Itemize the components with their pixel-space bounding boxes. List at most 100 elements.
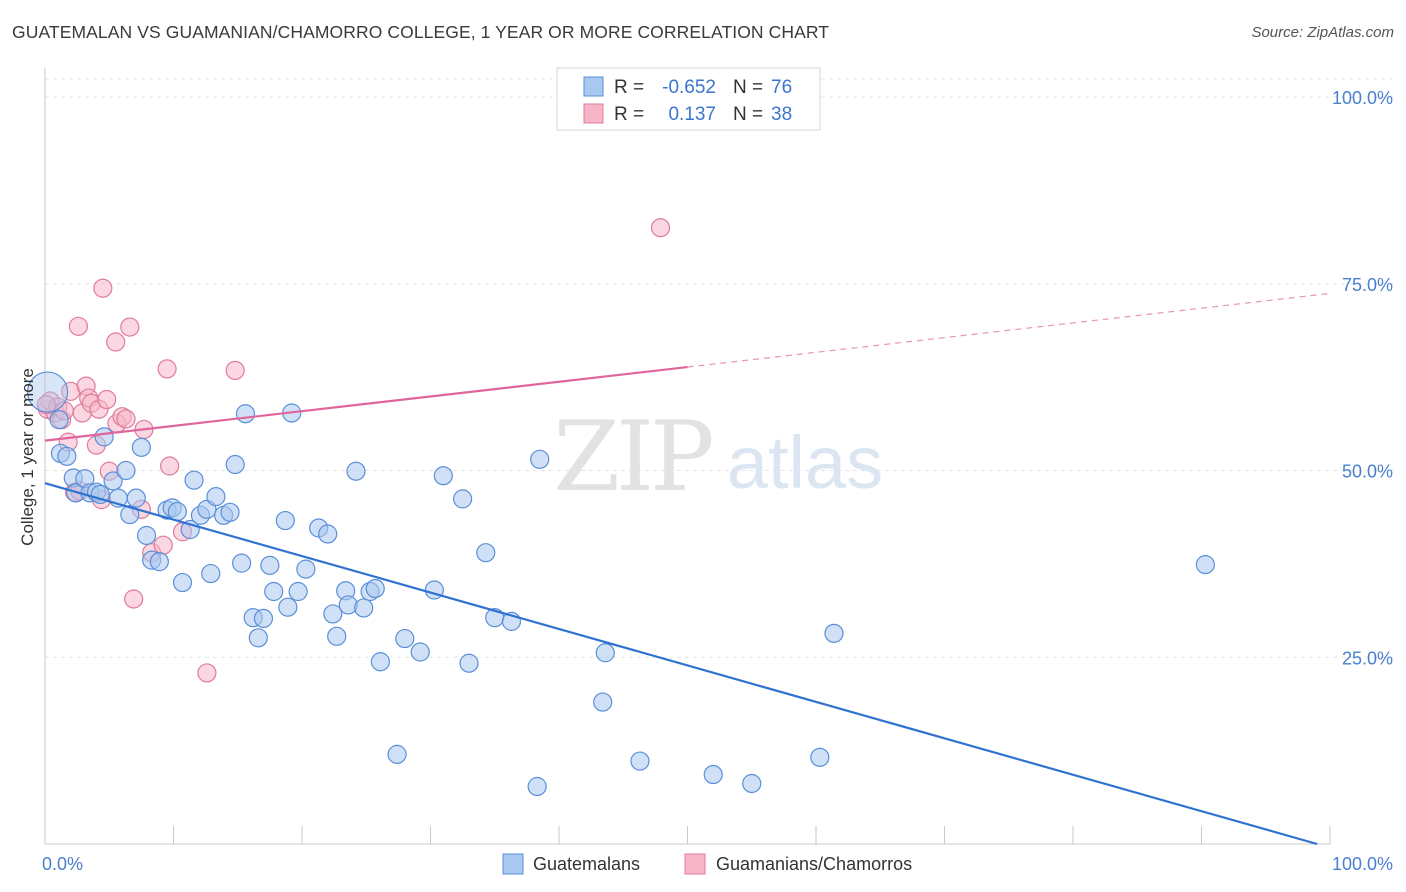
guatemalan-point [235, 404, 256, 424]
guatemalan-point [433, 466, 453, 486]
bottom-legend-swatch-guamanians [684, 853, 706, 875]
guatemalan-point [323, 604, 343, 624]
guamanian-point [197, 663, 217, 683]
guatemalan-point [120, 504, 140, 525]
guatemalan-point [57, 446, 77, 466]
guamanian-point [93, 278, 113, 298]
legend-n-label-1: N = [733, 77, 763, 98]
guatemalan-point [278, 597, 298, 617]
guamanian-point [97, 389, 117, 410]
guatemalan-point [103, 471, 123, 491]
guatemalan-point [595, 643, 615, 663]
guatemalan-point [318, 524, 338, 544]
legend-n-label-2: N = [733, 104, 763, 125]
y-tick-label: 75.0% [1342, 275, 1393, 295]
guatemalan-point [288, 581, 308, 602]
guatemalan-point [94, 427, 114, 447]
legend-n-value-1: 76 [771, 77, 792, 98]
x-tick-label: 0.0% [42, 854, 83, 874]
guatemalan-point [1195, 555, 1215, 575]
guatemalan-point [149, 552, 169, 572]
guatemalan-point [296, 559, 316, 579]
guatemalan-point [459, 653, 479, 673]
guamanian-point [225, 360, 245, 381]
y-tick-label: 25.0% [1342, 648, 1393, 668]
axes [44, 68, 1331, 845]
guamanian-point [157, 359, 177, 379]
guatemalan-point [527, 776, 547, 797]
guamanian-trend-line-dashed [687, 292, 1331, 368]
guamanian-trend-line [44, 365, 688, 442]
guatemalan-point [365, 578, 385, 599]
chart-title: GUATEMALAN VS GUAMANIAN/CHAMORRO COLLEGE… [12, 22, 830, 42]
guatemalan-point [172, 572, 193, 593]
guatemalan-point [253, 608, 274, 629]
trend-lines [44, 292, 1331, 846]
guatemalan-point [387, 744, 407, 764]
guatemalan-point [248, 628, 268, 648]
stats-legend: R = -0.652 N = 76 R = 0.137 N = 38 [556, 67, 821, 131]
guatemalan-trend-line [44, 482, 1318, 846]
bottom-legend-guatemalans: Guatemalans [533, 854, 640, 874]
guatemalan-point [116, 460, 136, 481]
guatemalan-point [220, 502, 240, 522]
guatemalan-point [49, 410, 69, 430]
guatemalan-point [26, 371, 69, 413]
watermark-zip: ZIP [553, 401, 712, 513]
guamanian-point [120, 317, 140, 337]
guatemalan-point [703, 764, 723, 785]
legend-swatch-guamanians [583, 103, 604, 124]
y-tick-label: 50.0% [1342, 462, 1393, 482]
guatemalan-point [593, 692, 613, 712]
guatemalan-point [126, 488, 146, 508]
guamanian-point [116, 409, 136, 429]
guatemalan-point [201, 563, 221, 584]
guatemalan-point [530, 449, 550, 469]
guatemalan-point [346, 461, 366, 481]
y-tick-labels: 100.0% 75.0% 50.0% 25.0% [1332, 88, 1393, 668]
guatemalan-point [742, 773, 762, 794]
watermark: ZIP atlas [553, 401, 883, 513]
guatemalan-point [260, 555, 280, 575]
guamanian-point [68, 316, 89, 336]
x-tick-label: 100.0% [1332, 854, 1393, 874]
guatemalan-point [327, 626, 347, 646]
guatemalan-point [225, 454, 245, 475]
guatemalan-point [264, 581, 284, 602]
bottom-legend-guamanians: Guamanians/Chamorros [716, 854, 912, 874]
guatemalan-point [476, 543, 496, 563]
legend-n-value-2: 38 [771, 104, 792, 125]
guatemalan-point [90, 484, 110, 505]
guatemalan-point [410, 642, 430, 662]
guatemalan-point [206, 487, 226, 507]
chart-source: Source: ZipAtlas.com [1251, 24, 1394, 41]
guatemalan-point [232, 553, 252, 573]
guatemalan-point [395, 628, 415, 649]
guatemalan-point [630, 751, 650, 771]
legend-r-label-2: R = [614, 104, 644, 125]
x-tick-labels: 0.0% 100.0% [42, 854, 1393, 874]
legend-r-label-1: R = [614, 77, 644, 98]
guatemalan-point [354, 598, 374, 618]
watermark-atlas: atlas [727, 421, 883, 504]
guatemalan-points [26, 371, 1215, 797]
guatemalan-point [184, 470, 204, 490]
guamanian-point [36, 395, 56, 415]
bottom-legend-swatch-guatemalans [502, 853, 524, 875]
y-tick-label: 100.0% [1332, 88, 1393, 108]
guamanian-point [160, 456, 180, 476]
series-legend: Guatemalans Guamanians/Chamorros [502, 853, 912, 875]
guamanian-point [106, 332, 126, 352]
y-axis-title: College, 1 year or more [18, 368, 37, 546]
guatemalan-point [136, 525, 157, 546]
guatemalan-point [824, 623, 844, 643]
guatemalan-point [275, 510, 295, 531]
guatemalan-point [370, 652, 390, 672]
guatemalan-point [131, 437, 151, 457]
guamanian-point [124, 589, 144, 609]
legend-r-value-2: 0.137 [668, 104, 716, 125]
guatemalan-point [810, 747, 830, 767]
legend-swatch-guatemalans [583, 76, 604, 97]
guatemalan-point [453, 489, 473, 509]
